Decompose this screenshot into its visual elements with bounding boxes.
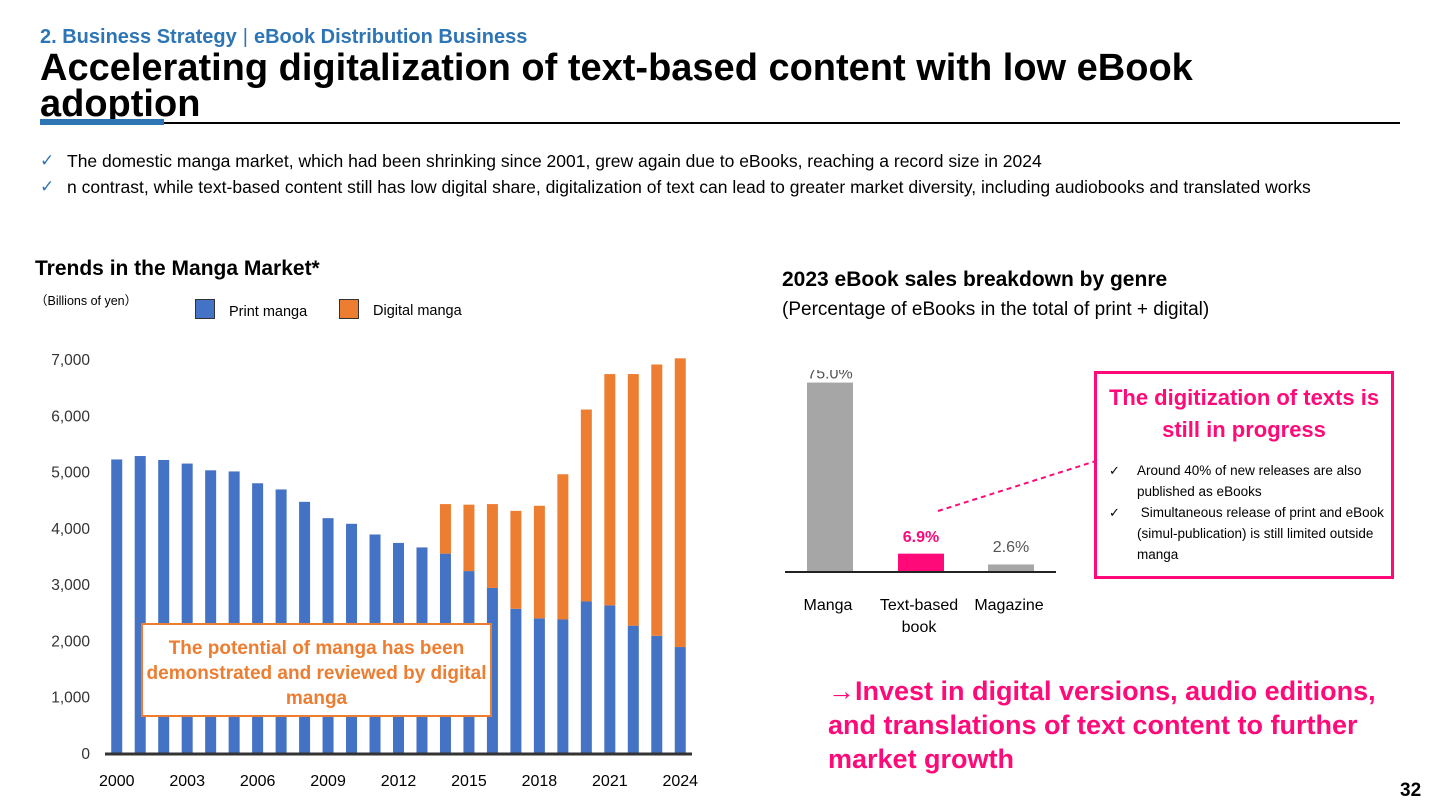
bar-print-2005 [228, 471, 240, 754]
bar-digital-2016 [486, 504, 498, 588]
info-box-list: ✓ Around 40% of new releases are also pu… [1109, 460, 1387, 565]
y-tick-label: 0 [81, 746, 90, 763]
breadcrumb-separator: | [242, 26, 248, 48]
bar-print-2002 [158, 459, 170, 754]
genre-breakdown-chart: 75.0% 6.9% 2.6% Manga Text-based book Magazine [785, 370, 1056, 636]
title-accent-bar [40, 119, 164, 125]
bar-print-2019 [557, 619, 569, 754]
x-tick-label: 2003 [169, 773, 205, 790]
conclusion-text: →Invest in digital versions, audio editi… [828, 676, 1376, 774]
genre-chart-title: 2023 eBook sales breakdown by genre [782, 268, 1168, 291]
breadcrumb-subsection: eBook Distribution Business [253, 26, 528, 48]
genre-value-label: 2.6% [993, 539, 1029, 556]
info-box-heading: The digitization of texts is still in pr… [1108, 385, 1380, 442]
bar-print-2021 [604, 605, 616, 754]
y-tick-label: 5,000 [51, 465, 90, 482]
genre-category-label: Manga [804, 597, 853, 614]
check-icon: ✓ [40, 151, 55, 170]
bar-digital-2021 [604, 374, 616, 606]
info-item: ✓ Simultaneous release of print and eBoo… [1109, 502, 1387, 565]
breadcrumb: 2. Business Strategy | eBook Distribution … [40, 26, 527, 49]
genre-category-label: book [902, 619, 938, 636]
x-tick-label: 2015 [451, 773, 487, 790]
y-tick-label: 4,000 [51, 521, 90, 538]
key-point-text: n contrast, while text-based content sti… [67, 177, 1311, 197]
x-tick-label: 2009 [310, 773, 346, 790]
genre-bar-magazine [988, 564, 1034, 571]
page-number: 32 [1400, 780, 1422, 801]
legend-swatch-digital [339, 299, 359, 319]
x-tick-label: 2021 [592, 773, 628, 790]
bar-print-2017 [510, 608, 522, 754]
x-tick-label: 2018 [522, 773, 558, 790]
bar-print-2018 [533, 618, 545, 754]
key-point: ✓ The domestic manga market, which had b… [40, 148, 1360, 174]
bar-print-2006 [252, 483, 264, 754]
callout-connector-line [937, 460, 1097, 512]
bar-print-2024 [674, 647, 686, 754]
genre-category-label: Text-based [880, 597, 958, 614]
bar-print-2000 [111, 459, 123, 754]
bar-digital-2022 [627, 374, 639, 626]
bar-print-2001 [134, 456, 146, 754]
genre-category-label: Magazine [974, 597, 1043, 614]
legend-swatch-print [195, 299, 215, 319]
digitization-info-box: The digitization of texts is still in pr… [1094, 371, 1394, 579]
genre-value-label: 75.0% [807, 370, 852, 383]
x-tick-label: 2012 [381, 773, 417, 790]
genre-bar-text-based-book [898, 553, 944, 571]
manga-chart-title: Trends in the Manga Market* [35, 257, 320, 280]
y-tick-label: 6,000 [51, 408, 90, 425]
genre-bar-manga [807, 382, 853, 571]
bar-print-2004 [205, 470, 217, 754]
bar-digital-2018 [533, 505, 545, 619]
bar-digital-2017 [510, 510, 522, 609]
manga-callout: The potential of manga has been demonstr… [141, 623, 492, 717]
genre-chart-subtitle: (Percentage of eBooks in the total of pr… [782, 299, 1210, 320]
bar-print-2023 [651, 635, 663, 754]
info-item: ✓ Around 40% of new releases are also pu… [1109, 460, 1387, 502]
key-point-text: The domestic manga market, which had bee… [67, 151, 1042, 171]
key-points: ✓ The domestic manga market, which had b… [40, 148, 1360, 200]
bar-print-2007 [275, 489, 287, 754]
legend-label-print: Print manga [229, 304, 308, 320]
page-title: Accelerating digitalization of text-base… [40, 47, 1193, 125]
bar-print-2016 [486, 587, 498, 754]
legend-label-digital: Digital manga [373, 303, 462, 319]
genre-value-label: 6.9% [903, 529, 939, 546]
bar-digital-2023 [651, 364, 663, 636]
check-icon: ✓ [1109, 505, 1120, 520]
bar-digital-2015 [463, 504, 475, 572]
bar-print-2022 [627, 625, 639, 754]
y-tick-label: 1,000 [51, 690, 90, 707]
info-item-text: Simultaneous release of print and eBook … [1137, 505, 1388, 562]
y-tick-label: 2,000 [51, 633, 90, 650]
check-icon: ✓ [40, 177, 55, 196]
x-tick-label: 2006 [240, 773, 276, 790]
x-tick-label: 2024 [662, 773, 698, 790]
bar-digital-2020 [580, 409, 592, 602]
manga-chart-unit: （Billions of yen） [35, 294, 138, 308]
y-tick-label: 7,000 [51, 352, 90, 369]
bar-print-2020 [580, 601, 592, 754]
breadcrumb-section: 2. Business Strategy [40, 26, 237, 48]
check-icon: ✓ [1109, 463, 1120, 478]
title-divider [40, 122, 1400, 124]
bar-digital-2019 [557, 474, 569, 620]
info-item-text: Around 40% of new releases are also publ… [1137, 463, 1362, 499]
bar-digital-2014 [439, 504, 451, 554]
y-tick-label: 3,000 [51, 577, 90, 594]
manga-market-chart: 0 1,000 2,000 3,000 4,000 5,000 6,000 7,000 2000… [51, 352, 698, 790]
bar-digital-2024 [674, 358, 686, 648]
key-point: ✓ n contrast, while text-based content s… [40, 174, 1360, 200]
x-tick-label: 2000 [99, 773, 135, 790]
bar-print-2003 [181, 463, 193, 754]
